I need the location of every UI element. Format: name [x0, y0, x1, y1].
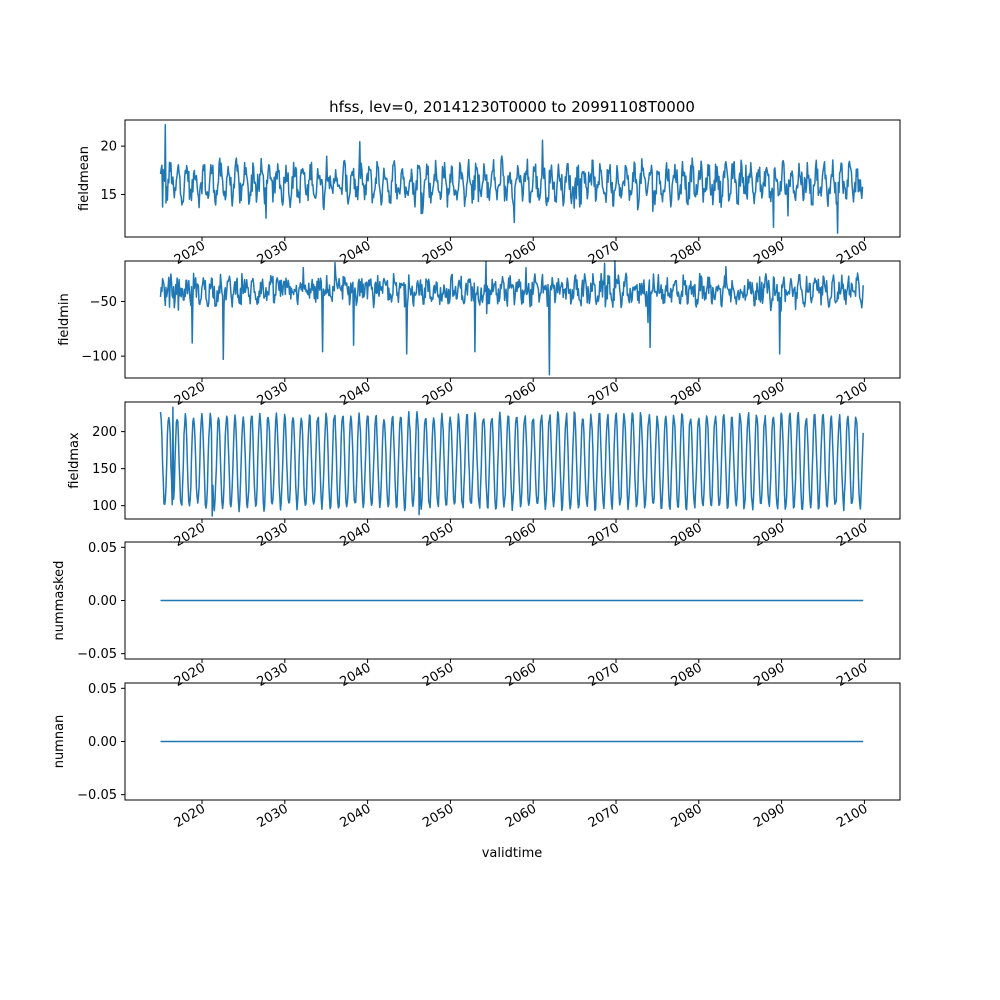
- y-tick-label: 200: [92, 425, 117, 440]
- subplot-fieldmax: 100 150 200 fieldmax 2020 2030 2040 2050 2060 207…: [67, 401, 901, 550]
- x-tick-label: 2050: [420, 238, 456, 268]
- x-tick-label: 2040: [337, 520, 373, 550]
- y-tick-label: −50: [90, 295, 117, 310]
- series-line-fieldmin: [159, 259, 864, 376]
- x-tick-label: 2030: [255, 238, 291, 268]
- y-axis-label-fieldmax: fieldmax: [67, 432, 82, 489]
- y-tick-label: 0.05: [88, 682, 117, 697]
- x-tick-label: 2030: [255, 520, 291, 550]
- y-tick-label: 100: [92, 499, 117, 514]
- x-tick-label: 2020: [172, 801, 208, 831]
- x-tick-label: 2100: [834, 379, 870, 409]
- x-tick-label: 2090: [751, 660, 787, 690]
- x-tick-label: 2060: [503, 801, 539, 831]
- x-tick-label: 2040: [337, 660, 373, 690]
- x-tick-label: 2090: [751, 379, 787, 409]
- x-tick-label: 2090: [751, 801, 787, 831]
- y-tick-label: −100: [81, 350, 117, 365]
- x-tick-label: 2030: [255, 801, 291, 831]
- x-tick-label: 2080: [669, 238, 705, 268]
- plot-frame-fieldmean: [124, 119, 901, 238]
- x-tick-label: 2080: [669, 660, 705, 690]
- plot-frame-fieldmax: [124, 401, 901, 520]
- x-tick-label: 2100: [834, 238, 870, 268]
- x-tick-label: 2030: [255, 660, 291, 690]
- y-tick-label: 0.00: [88, 735, 117, 750]
- chart-title: hfss, lev=0, 20141230T0000 to 20991108T0…: [329, 98, 695, 116]
- x-tick-label: 2080: [669, 379, 705, 409]
- subplot-stack: 15 20 fieldmean 2020 2030 2040 2050 2060 2070 208…: [52, 119, 901, 831]
- y-tick-label: 15: [100, 188, 117, 203]
- x-tick-label: 2030: [255, 379, 291, 409]
- x-tick-label: 2070: [586, 379, 622, 409]
- x-tick-label: 2060: [503, 238, 539, 268]
- x-tick-label: 2100: [834, 520, 870, 550]
- y-tick-label: 0.00: [88, 594, 117, 609]
- x-tick-label: 2050: [420, 801, 456, 831]
- x-tick-label: 2040: [337, 379, 373, 409]
- y-tick-label: −0.05: [77, 647, 117, 662]
- x-tick-label: 2060: [503, 520, 539, 550]
- x-tick-label: 2040: [337, 238, 373, 268]
- x-tick-label: 2060: [503, 379, 539, 409]
- y-tick-label: −0.05: [77, 788, 117, 803]
- subplot-fieldmin: −100 −50 fieldmin 2020 2030 2040 2050 2060 2070 2…: [57, 259, 901, 409]
- x-tick-label: 2020: [172, 379, 208, 409]
- x-tick-label: 2080: [669, 520, 705, 550]
- y-tick-label: 150: [92, 462, 117, 477]
- x-tick-label: 2080: [669, 801, 705, 831]
- series-line-fieldmean: [159, 124, 864, 234]
- x-tick-label: 2050: [420, 660, 456, 690]
- series-line-fieldmax: [159, 406, 864, 517]
- x-axis-label: validtime: [482, 846, 543, 861]
- x-tick-label: 2070: [586, 660, 622, 690]
- y-axis-label-fieldmin: fieldmin: [57, 293, 72, 346]
- x-tick-label: 2040: [337, 801, 373, 831]
- x-tick-label: 2050: [420, 520, 456, 550]
- y-axis-label-numnan: numnan: [52, 715, 67, 769]
- subplot-nummasked: −0.05 0.00 0.05 nummasked 2020 2030 2040 2050 20…: [52, 541, 901, 690]
- x-tick-label: 2090: [751, 238, 787, 268]
- x-tick-label: 2060: [503, 660, 539, 690]
- x-tick-label: 2100: [834, 660, 870, 690]
- y-axis-label-fieldmean: fieldmean: [77, 146, 92, 211]
- x-tick-label: 2070: [586, 520, 622, 550]
- subplot-numnan: −0.05 0.00 0.05 numnan 2020 2030 2040 2050 2060 2…: [52, 682, 901, 831]
- x-tick-label: 2020: [172, 238, 208, 268]
- x-tick-label: 2020: [172, 520, 208, 550]
- x-tick-label: 2100: [834, 801, 870, 831]
- plot-frame-fieldmin: [124, 260, 901, 379]
- x-tick-label: 2020: [172, 660, 208, 690]
- y-axis-label-nummasked: nummasked: [52, 561, 67, 641]
- x-tick-label: 2070: [586, 801, 622, 831]
- x-tick-label: 2050: [420, 379, 456, 409]
- y-tick-label: 0.05: [88, 541, 117, 556]
- y-tick-label: 20: [100, 140, 117, 155]
- x-tick-label: 2090: [751, 520, 787, 550]
